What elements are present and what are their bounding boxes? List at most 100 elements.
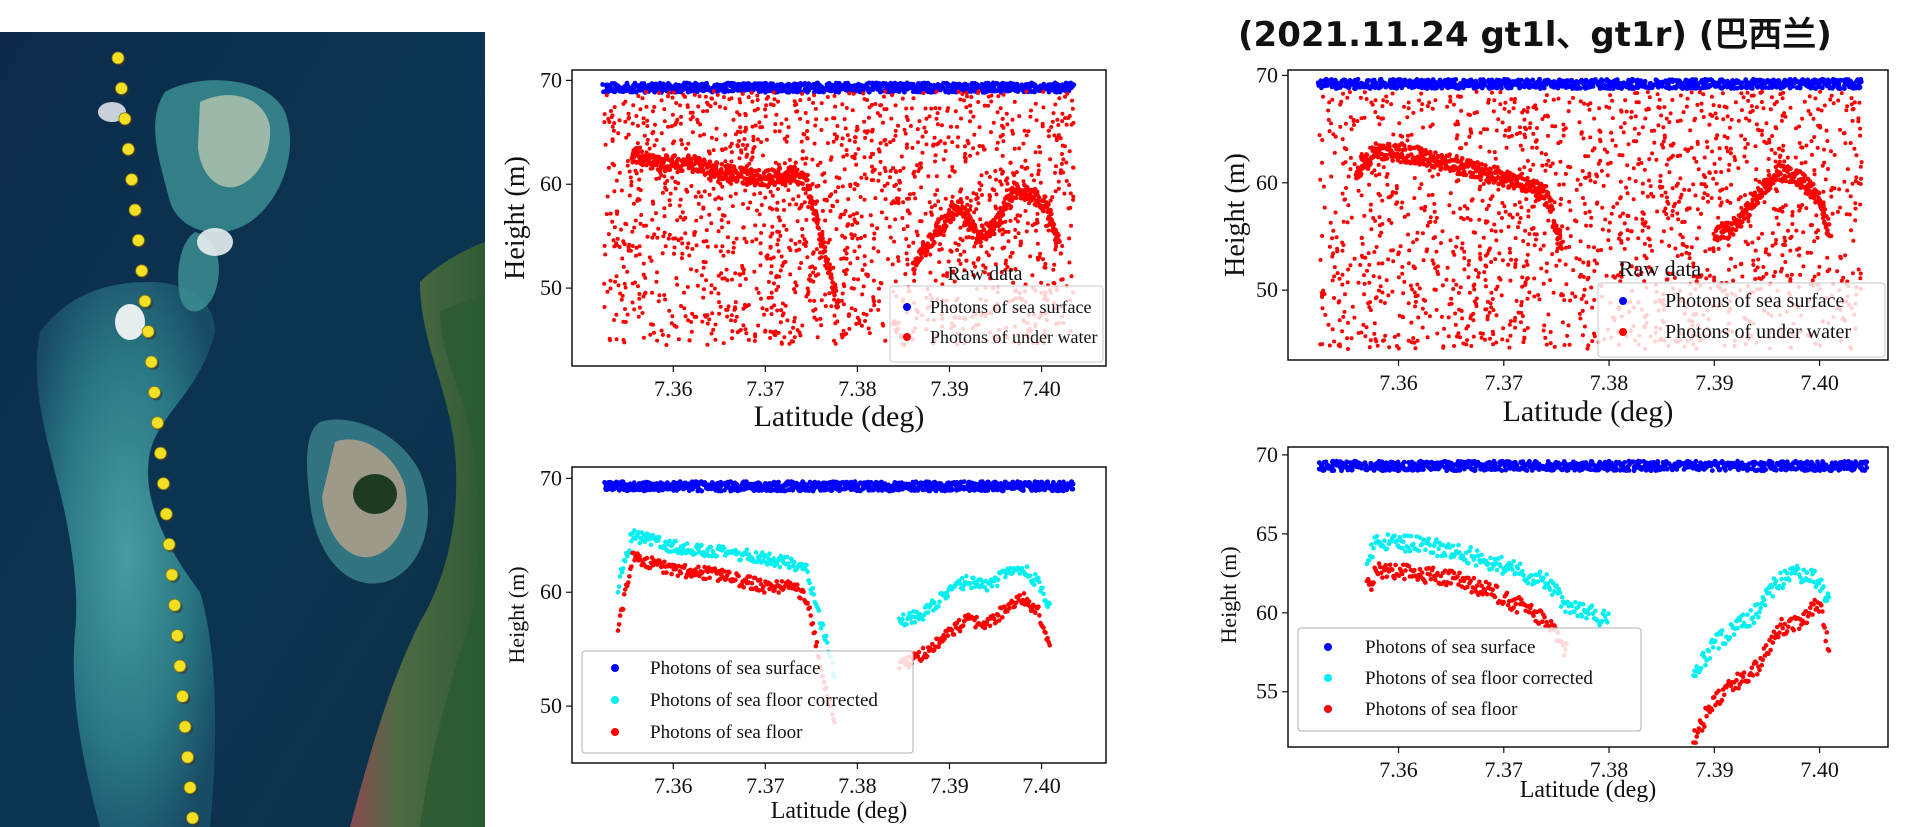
noise-photon-point — [1024, 89, 1029, 94]
noise-photon-point — [782, 136, 787, 141]
track-marker — [154, 446, 167, 460]
noise-photon-point — [776, 162, 781, 167]
noise-photon-point — [868, 308, 873, 313]
noise-photon-point — [1062, 191, 1067, 196]
noise-photon-point — [618, 291, 623, 296]
noise-photon-point — [709, 331, 714, 336]
noise-photon-point — [631, 201, 636, 206]
noise-photon-point — [678, 197, 683, 202]
noise-photon-point — [720, 225, 724, 230]
noise-photon-point — [1466, 275, 1471, 280]
noise-photon-point — [802, 237, 807, 242]
profile-photon-point — [661, 157, 667, 162]
noise-photon-point — [1377, 172, 1382, 177]
profile-photon-point — [959, 200, 964, 205]
noise-photon-point — [855, 221, 860, 225]
noise-photon-point — [873, 196, 878, 201]
noise-photon-point — [956, 89, 961, 94]
noise-photon-point — [869, 259, 874, 264]
noise-photon-point — [733, 300, 738, 305]
noise-photon-point — [729, 159, 734, 164]
noise-photon-point — [1071, 197, 1076, 202]
noise-photon-point — [890, 262, 895, 267]
noise-photon-point — [793, 290, 798, 295]
track-marker — [135, 264, 149, 278]
sea-surface-point — [1435, 84, 1441, 89]
noise-photon-point — [645, 234, 650, 239]
noise-photon-point — [1019, 241, 1023, 246]
noise-photon-point — [739, 148, 743, 153]
noise-photon-point — [621, 240, 626, 245]
noise-photon-point — [848, 261, 853, 266]
noise-photon-point — [793, 103, 797, 108]
noise-photon-point — [922, 125, 927, 130]
noise-photon-point — [680, 210, 685, 215]
noise-photon-point — [804, 156, 809, 161]
noise-photon-point — [753, 223, 758, 228]
noise-photon-point — [1003, 178, 1008, 183]
noise-photon-point — [650, 217, 655, 222]
noise-photon-point — [892, 184, 897, 188]
noise-photon-point — [1617, 153, 1622, 157]
noise-photon-point — [793, 160, 798, 165]
noise-photon-point — [1384, 94, 1389, 99]
noise-photon-point — [1052, 133, 1057, 138]
noise-photon-point — [1455, 235, 1460, 240]
x-tick-label: 7.39 — [1695, 370, 1734, 395]
noise-photon-point — [965, 202, 970, 207]
noise-photon-point — [803, 161, 808, 166]
noise-photon-point — [1745, 90, 1750, 95]
noise-photon-point — [792, 335, 797, 340]
noise-photon-point — [741, 306, 746, 311]
noise-photon-point — [1832, 153, 1837, 157]
noise-photon-point — [962, 98, 966, 103]
noise-photon-point — [670, 112, 675, 117]
noise-photon-point — [1355, 119, 1360, 123]
profile-photon-point — [815, 221, 820, 226]
noise-photon-point — [893, 103, 898, 108]
noise-photon-point — [1615, 201, 1620, 206]
noise-photon-point — [1003, 219, 1008, 224]
noise-photon-point — [1003, 267, 1008, 272]
noise-photon-point — [834, 175, 839, 180]
noise-photon-point — [738, 130, 743, 135]
profile-photon-point — [1000, 212, 1006, 218]
noise-photon-point — [1413, 304, 1418, 309]
noise-photon-point — [923, 130, 928, 134]
noise-photon-point — [862, 254, 867, 259]
noise-photon-point — [630, 244, 635, 248]
noise-photon-point — [678, 121, 683, 126]
noise-photon-point — [1701, 115, 1706, 119]
noise-photon-point — [687, 338, 692, 343]
noise-photon-point — [860, 292, 865, 297]
noise-photon-point — [1565, 333, 1570, 338]
noise-photon-point — [606, 232, 611, 237]
noise-photon-point — [659, 328, 664, 333]
noise-photon-point — [743, 146, 748, 151]
noise-photon-point — [723, 159, 728, 164]
noise-photon-point — [1645, 90, 1650, 95]
noise-photon-point — [1009, 267, 1013, 272]
noise-photon-point — [1385, 182, 1390, 187]
noise-photon-point — [1509, 97, 1514, 102]
noise-photon-point — [883, 169, 888, 174]
noise-photon-point — [924, 142, 929, 147]
noise-photon-point — [1768, 107, 1773, 112]
noise-photon-point — [1771, 274, 1776, 279]
noise-photon-point — [724, 267, 729, 272]
noise-photon-point — [604, 93, 609, 98]
noise-photon-point — [807, 97, 812, 102]
noise-photon-point — [641, 272, 646, 277]
noise-photon-point — [1013, 227, 1018, 232]
noise-photon-point — [800, 323, 805, 328]
profile-photon-point — [827, 267, 833, 272]
noise-photon-point — [768, 256, 773, 261]
noise-photon-point — [1639, 161, 1644, 165]
noise-photon-point — [741, 202, 745, 206]
noise-photon-point — [888, 175, 892, 180]
noise-photon-point — [1507, 345, 1512, 350]
noise-photon-point — [746, 206, 751, 211]
noise-photon-point — [968, 119, 972, 124]
noise-photon-point — [793, 280, 798, 285]
noise-photon-point — [644, 223, 648, 228]
